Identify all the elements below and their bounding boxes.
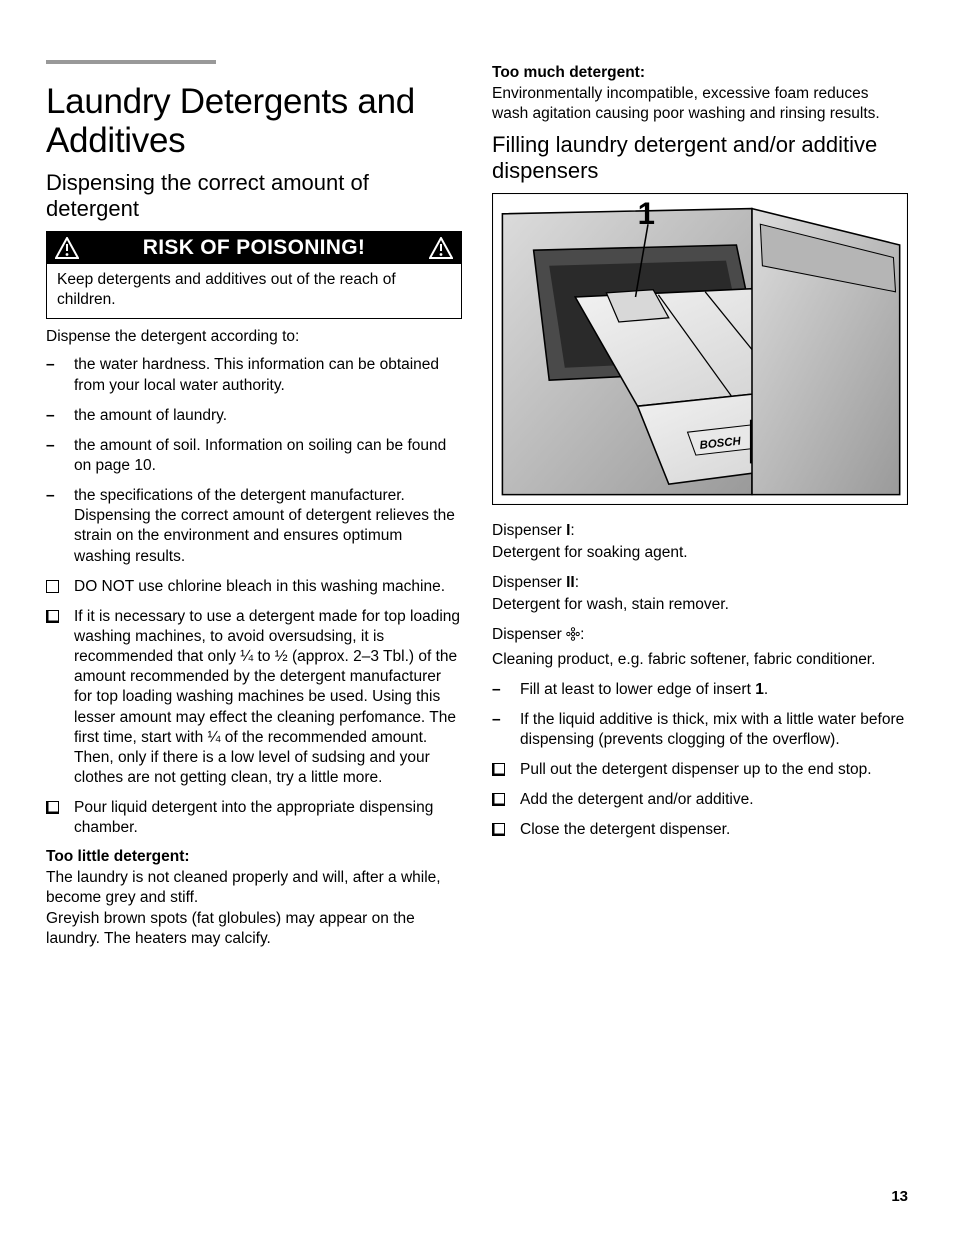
list-item: the amount of soil. Information on soili…: [46, 436, 462, 476]
flower-icon: [566, 627, 580, 647]
no-bleach-note: DO NOT use chlorine bleach in this washi…: [46, 577, 462, 597]
dispenser-2-body: Detergent for wash, stain remover.: [492, 595, 908, 615]
too-much-body: Environmentally incompatible, excessive …: [492, 84, 908, 124]
too-little-body: The laundry is not cleaned properly and …: [46, 868, 462, 949]
list-item: Fill at least to lower edge of insert 1.: [492, 680, 908, 700]
dispenser-3-body: Cleaning product, e.g. fabric softener, …: [492, 650, 908, 670]
dispenser-3-block: Dispenser : Cleaning product, e.g. fabri…: [492, 625, 908, 669]
right-column: Too much detergent: Environmentally inco…: [492, 60, 908, 957]
warning-header: RISK OF POISONING!: [47, 232, 461, 264]
left-column: Laundry Detergents and Additives Dispens…: [46, 60, 462, 957]
dispenser-figure: BOSCH Axxis 1 I II: [492, 193, 908, 505]
criteria-list: the water hardness. This information can…: [46, 355, 462, 566]
subsection-filling: Filling laundry detergent and/or additiv…: [492, 132, 908, 183]
fill-steps-list: Pull out the detergent dispenser up to t…: [492, 760, 908, 840]
warning-title: RISK OF POISONING!: [143, 236, 365, 260]
list-item: the amount of laundry.: [46, 406, 462, 426]
too-little-heading: Too little detergent:: [46, 848, 462, 866]
list-item: the specifications of the detergent manu…: [46, 486, 462, 567]
list-item: DO NOT use chlorine bleach in this washi…: [46, 577, 462, 597]
dispenser-1-label: Dispenser I:: [492, 522, 575, 539]
list-item: the water hardness. This information can…: [46, 355, 462, 395]
warning-box: RISK OF POISONING! Keep detergents and a…: [46, 231, 462, 319]
too-much-heading: Too much detergent:: [492, 64, 908, 82]
list-item: Close the detergent dispenser.: [492, 820, 908, 840]
page-title: Laundry Detergents and Additives: [46, 82, 462, 160]
fill-notes-list: Fill at least to lower edge of insert 1.…: [492, 680, 908, 750]
list-item: Pour liquid detergent into the appropria…: [46, 798, 462, 838]
warning-triangle-icon: [55, 237, 79, 259]
list-item: If it is necessary to use a detergent ma…: [46, 607, 462, 788]
section-rule: [46, 60, 216, 64]
instructions-list: If it is necessary to use a detergent ma…: [46, 607, 462, 839]
list-item: Pull out the detergent dispenser up to t…: [492, 760, 908, 780]
dispenser-2-label: Dispenser II:: [492, 574, 579, 591]
callout-1: 1: [638, 196, 655, 231]
page-number: 13: [891, 1188, 908, 1205]
dispenser-1-body: Detergent for soaking agent.: [492, 543, 908, 563]
list-item: If the liquid additive is thick, mix wit…: [492, 710, 908, 750]
warning-triangle-icon: [429, 237, 453, 259]
subsection-dispensing: Dispensing the correct amount of deterge…: [46, 170, 462, 221]
warning-body: Keep detergents and additives out of the…: [47, 264, 461, 318]
dispenser-3-label: Dispenser :: [492, 625, 908, 647]
list-item: Add the detergent and/or additive.: [492, 790, 908, 810]
dispenser-2-block: Dispenser II: Detergent for wash, stain …: [492, 573, 908, 615]
intro-text: Dispense the detergent according to:: [46, 327, 462, 347]
dispenser-1-block: Dispenser I: Detergent for soaking agent…: [492, 521, 908, 563]
